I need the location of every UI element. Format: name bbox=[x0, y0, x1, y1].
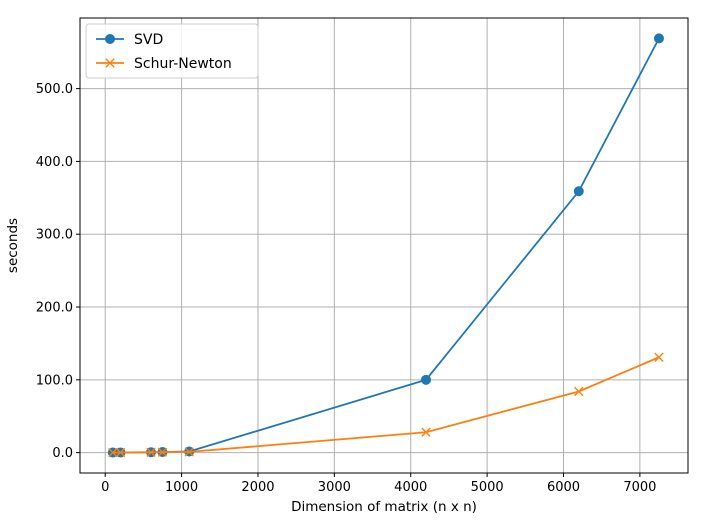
legend: SVD Schur-Newton bbox=[85, 23, 259, 79]
data-point bbox=[115, 447, 126, 458]
grid-lines bbox=[80, 18, 688, 473]
data-point bbox=[653, 33, 664, 44]
y-tick-label: 300.0 bbox=[36, 228, 73, 243]
data-point bbox=[654, 352, 664, 362]
x-tick-label: 5000 bbox=[471, 480, 504, 495]
x-axis-label: Dimension of matrix (n x n) bbox=[291, 499, 477, 515]
series-line bbox=[112, 356, 660, 454]
x-tick-label: 3000 bbox=[318, 480, 351, 495]
x-tick-label: 2000 bbox=[241, 480, 274, 495]
series-schur-newton bbox=[108, 352, 664, 458]
legend-marker bbox=[105, 58, 115, 68]
legend-marker bbox=[105, 34, 115, 44]
y-axis-label: seconds bbox=[5, 218, 21, 273]
legend-box bbox=[85, 23, 259, 79]
legend-entry: SVD bbox=[96, 32, 163, 48]
data-point bbox=[184, 447, 194, 457]
legend-label: SVD bbox=[134, 32, 163, 48]
data-point bbox=[157, 447, 168, 457]
y-tick-label: 100.0 bbox=[36, 373, 73, 388]
x-tick-label: 6000 bbox=[547, 480, 580, 495]
data-point bbox=[421, 427, 431, 437]
legend-label: Schur-Newton bbox=[134, 56, 232, 72]
y-tick-label: 400.0 bbox=[36, 155, 73, 170]
axis-ticks: 0 1000 2000 3000 4000 5000 6000 7000 0.0 100.0 200… bbox=[36, 82, 657, 495]
x-tick-label: 7000 bbox=[623, 480, 656, 495]
x-tick-label: 1000 bbox=[165, 480, 198, 495]
y-tick-label: 0.0 bbox=[52, 446, 73, 461]
data-point bbox=[573, 186, 584, 197]
series-layer bbox=[107, 33, 664, 458]
legend-entry: Schur-Newton bbox=[96, 56, 232, 72]
data-point bbox=[146, 447, 156, 458]
plot-frame bbox=[79, 17, 689, 474]
data-point bbox=[574, 386, 584, 397]
x-tick-label: 4000 bbox=[394, 480, 427, 495]
y-tick-label: 200.0 bbox=[36, 301, 73, 316]
y-tick-label: 500.0 bbox=[36, 82, 73, 97]
x-tick-label: 0 bbox=[101, 480, 109, 495]
data-point bbox=[421, 374, 432, 385]
data-point bbox=[108, 447, 118, 458]
